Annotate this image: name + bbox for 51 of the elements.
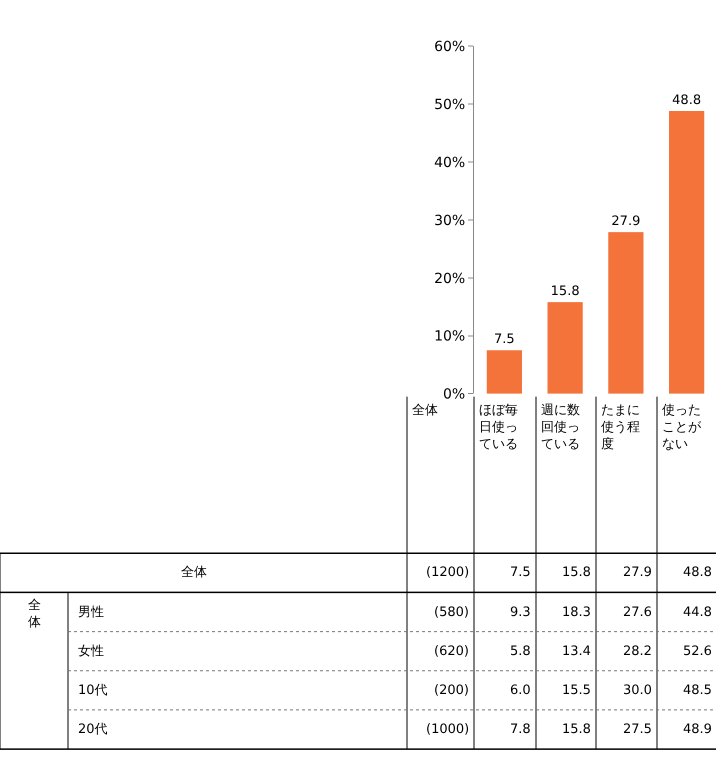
text: 30.0: [623, 683, 652, 698]
text: 7.5: [494, 332, 515, 348]
bar: [669, 111, 704, 394]
y-tick-label: 20%: [434, 270, 466, 287]
y-tick-label: 10%: [434, 328, 466, 345]
category-label: 10代: [78, 683, 108, 698]
y-tick-label: 0%: [442, 386, 466, 403]
y-tick-label: 30%: [434, 212, 466, 229]
data-label: 7.5: [510, 565, 531, 580]
text: (1200): [426, 565, 470, 580]
text: 5.8: [510, 644, 531, 659]
text: 48.9: [683, 722, 712, 737]
text: (620): [434, 644, 469, 659]
text: 18.3: [562, 605, 591, 620]
category-label: 女性: [78, 644, 104, 659]
text: 48.8: [672, 93, 702, 108]
data-label: 27.9: [623, 565, 652, 580]
category-label: 20代: [78, 722, 108, 737]
category-label: 男性: [78, 605, 104, 620]
text: 48.5: [683, 683, 712, 698]
bar: [608, 232, 644, 394]
category-label: 全体: [181, 565, 207, 580]
y-tick-label: 60%: [434, 39, 466, 56]
text: 7.8: [510, 722, 531, 737]
text: 27.5: [623, 722, 652, 737]
text: 13.4: [562, 644, 591, 659]
text: 全体: [412, 403, 438, 418]
text: (1000): [426, 722, 470, 737]
text: (580): [434, 605, 469, 620]
text: 27.6: [623, 605, 652, 620]
data-label: 48.8: [683, 565, 712, 580]
data-label: 15.8: [562, 565, 591, 580]
text: 15.8: [550, 284, 580, 300]
text: 6.0: [510, 683, 531, 698]
y-tick-label: 40%: [434, 154, 466, 171]
text: 15.8: [562, 722, 591, 737]
text: 9.3: [510, 605, 531, 620]
text: 44.8: [683, 605, 712, 620]
text: 全体: [28, 598, 41, 630]
x-tick-label: 使ったことがない: [662, 403, 702, 452]
text: 52.6: [683, 644, 712, 659]
y-tick-label: 50%: [434, 96, 466, 113]
x-tick-label: 週に数回使っている: [541, 403, 580, 452]
bar: [548, 302, 583, 394]
x-tick-label: ほぼ毎日使っている: [479, 403, 518, 452]
text: 15.5: [562, 683, 591, 698]
bar: [486, 350, 522, 394]
text: 27.9: [611, 214, 640, 230]
x-tick-label: たまに使う程度: [601, 403, 640, 452]
text: (200): [434, 683, 469, 698]
text: 28.2: [623, 644, 652, 659]
